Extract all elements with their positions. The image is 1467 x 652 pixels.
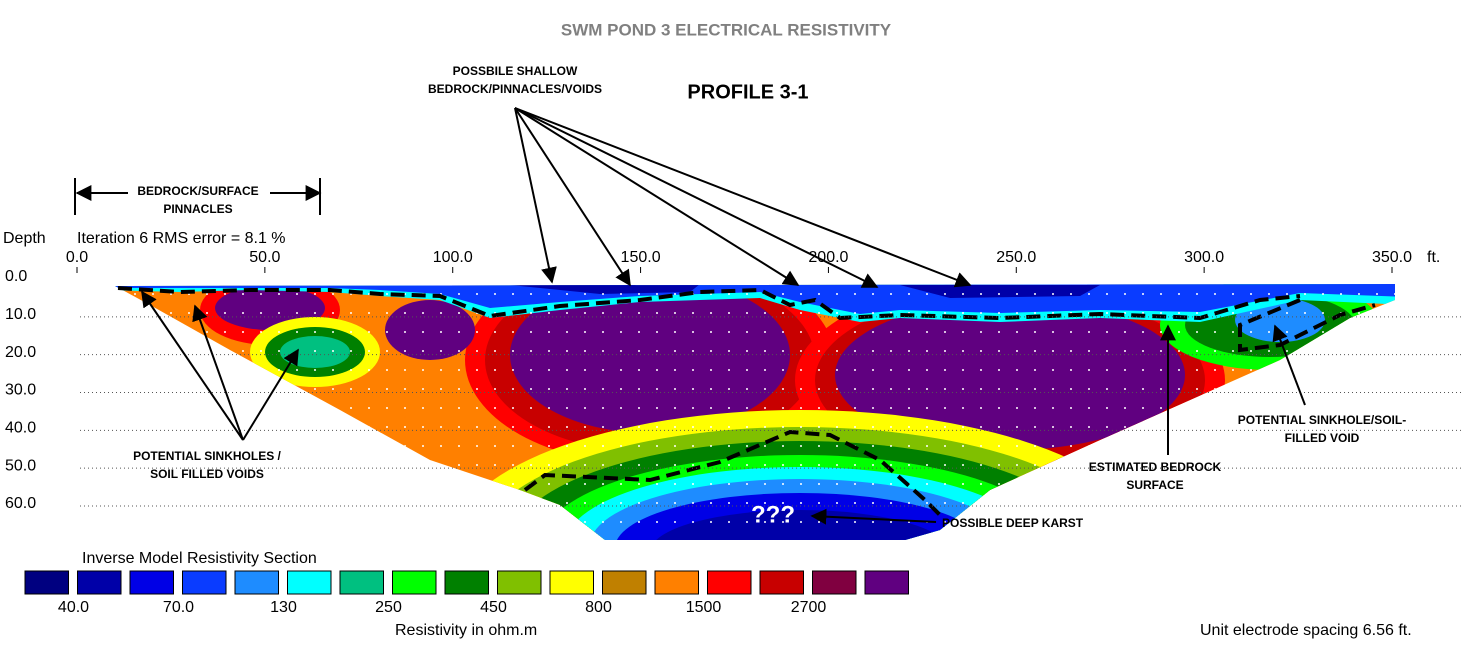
legend-swatch xyxy=(654,570,699,595)
bedrock-line xyxy=(117,286,1376,517)
y-tick-label: 60.0 xyxy=(5,495,36,512)
x-tick-label: 250.0 xyxy=(996,249,1036,266)
annotation: POTENTIAL SINKHOLES / xyxy=(133,449,281,463)
legend-tick-label: 70.0 xyxy=(163,599,194,616)
chart-title: SWM POND 3 ELECTRICAL RESISTIVITY xyxy=(561,20,892,39)
legend-swatch xyxy=(182,570,227,595)
x-tick-label: 50.0 xyxy=(249,249,280,266)
legend-swatch xyxy=(864,570,909,595)
legend-tick-label: 250 xyxy=(375,599,402,616)
legend-swatch xyxy=(549,570,594,595)
annotation-arrow xyxy=(514,107,879,288)
legend-swatch xyxy=(602,570,647,595)
legend-swatch xyxy=(77,570,122,595)
annotation: SOIL FILLED VOIDS xyxy=(150,467,264,481)
legend-tick-label: 1500 xyxy=(686,599,722,616)
annotation-arrow xyxy=(514,107,557,284)
annotation-arrow xyxy=(141,290,244,441)
x-tick-label: 200.0 xyxy=(808,249,848,266)
legend-swatch xyxy=(444,570,489,595)
legend-swatch xyxy=(234,570,279,595)
annotation-arrow xyxy=(192,304,244,441)
annotation: PINNACLES xyxy=(163,202,232,216)
legend-tick-label: 40.0 xyxy=(58,599,89,616)
legend-label: Resistivity in ohm.m xyxy=(395,622,537,639)
footnote: Unit electrode spacing 6.56 ft. xyxy=(1200,622,1412,639)
annotation: ESTIMATED BEDROCK xyxy=(1089,460,1222,474)
annotation-arrow xyxy=(1272,324,1306,406)
legend-swatch xyxy=(812,570,857,595)
x-tick-label: 0.0 xyxy=(66,249,88,266)
legend-swatch xyxy=(24,570,69,595)
legend-title: Inverse Model Resistivity Section xyxy=(82,550,317,567)
y-tick-label: 30.0 xyxy=(5,382,36,399)
legend-swatch xyxy=(497,570,542,595)
y-tick-label: 10.0 xyxy=(5,306,36,323)
legend: 40.0 70.0 130 250 450 800 1500 2700 xyxy=(24,570,909,616)
subtitle: PROFILE 3-1 xyxy=(687,81,808,103)
annotation-arrow xyxy=(514,107,800,286)
annotation: BEDROCK/PINNACLES/VOIDS xyxy=(428,82,602,96)
annotation-arrow xyxy=(810,508,937,525)
note: Iteration 6 RMS error = 8.1 % xyxy=(77,230,286,247)
y-tick-label: 20.0 xyxy=(5,344,36,361)
annotation: ??? xyxy=(751,501,795,528)
y-tick-label: 40.0 xyxy=(5,420,36,437)
legend-tick-label: 2700 xyxy=(791,599,827,616)
y-tick-label: 0.0 xyxy=(5,268,27,285)
annotation-arrow xyxy=(514,107,972,288)
legend-swatch xyxy=(129,570,174,595)
legend-swatch xyxy=(339,570,384,595)
annotation: BEDROCK/SURFACE xyxy=(137,184,258,198)
annotation: POSSBILE SHALLOW xyxy=(453,64,578,78)
annotation-arrow xyxy=(514,107,631,287)
legend-tick-label: 130 xyxy=(270,599,297,616)
legend-swatch xyxy=(287,570,332,595)
annotation: FILLED VOID xyxy=(1285,431,1360,445)
y-tick-label: 50.0 xyxy=(5,457,36,474)
legend-tick-label: 800 xyxy=(585,599,612,616)
x-unit: ft. xyxy=(1427,249,1440,266)
legend-tick-label: 450 xyxy=(480,599,507,616)
x-tick-label: 350.0 xyxy=(1372,249,1412,266)
annotation: POSSIBLE DEEP KARST xyxy=(942,516,1084,530)
annotation: SURFACE xyxy=(1126,478,1183,492)
legend-swatch xyxy=(759,570,804,595)
x-tick-label: 150.0 xyxy=(621,249,661,266)
y-axis-label: Depth xyxy=(3,230,46,247)
x-tick-label: 300.0 xyxy=(1184,249,1224,266)
annotation: POTENTIAL SINKHOLE/SOIL- xyxy=(1238,413,1406,427)
legend-swatch xyxy=(392,570,437,595)
annotation-arrow xyxy=(242,348,299,441)
legend-swatch xyxy=(707,570,752,595)
x-tick-label: 100.0 xyxy=(433,249,473,266)
